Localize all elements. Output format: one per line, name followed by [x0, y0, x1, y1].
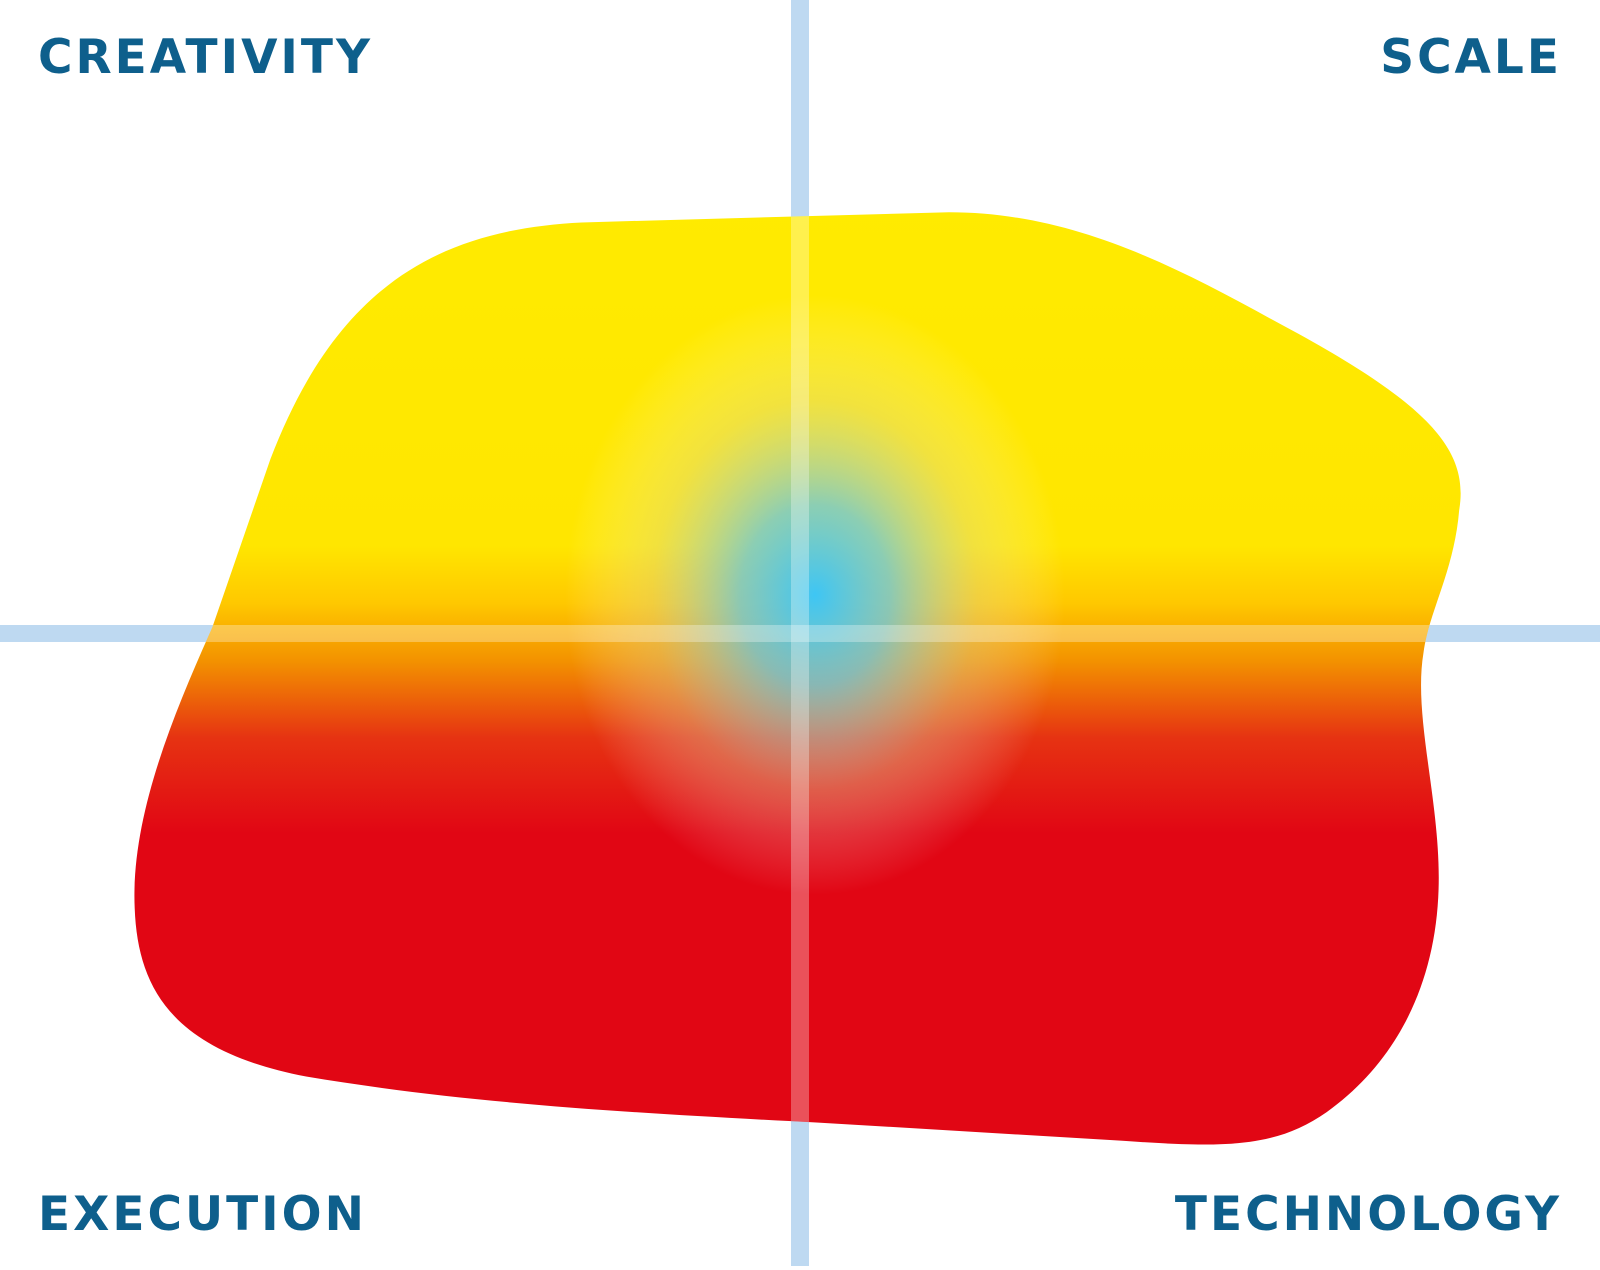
cool-center [134, 212, 1461, 1145]
vertical-axis-overlay [791, 212, 809, 1145]
quadrant-label: SCALE [1380, 30, 1562, 85]
horizontal-axis-overlay [134, 625, 1461, 642]
quadrant-label: TECHNOLOGY [1175, 1187, 1562, 1242]
quadrant-label: EXECUTION [38, 1187, 367, 1242]
quadrant-label: CREATIVITY [38, 30, 373, 85]
